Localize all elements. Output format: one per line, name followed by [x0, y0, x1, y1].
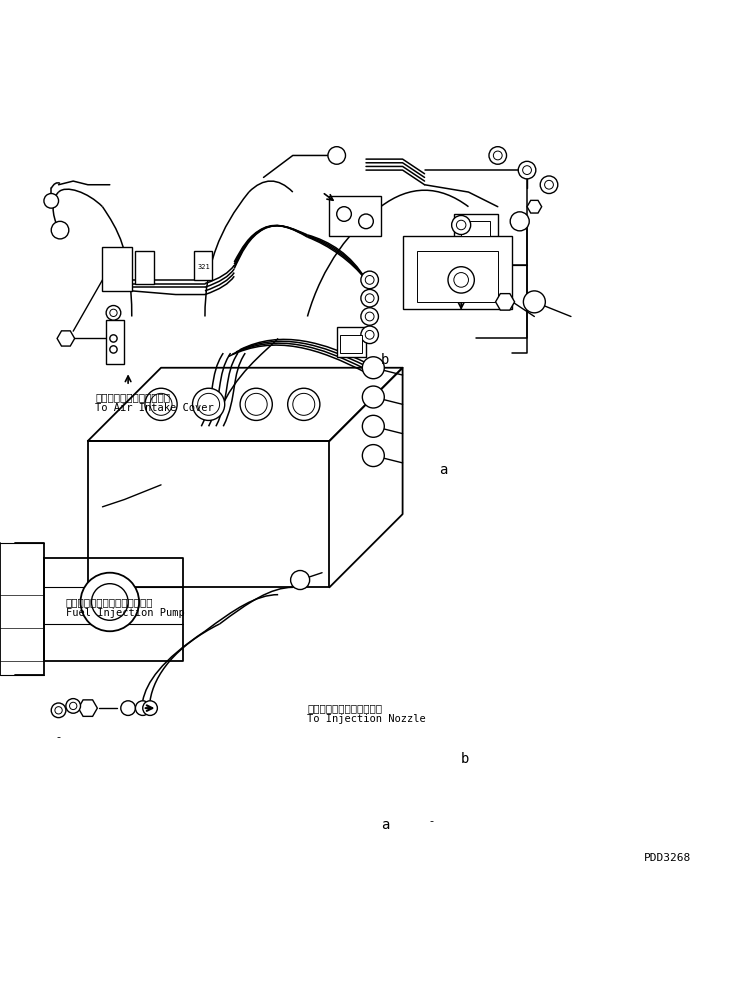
Circle shape — [328, 147, 346, 164]
Circle shape — [110, 335, 117, 342]
Bar — [102, 247, 132, 291]
Circle shape — [110, 309, 117, 317]
Circle shape — [55, 706, 62, 714]
Circle shape — [457, 220, 466, 230]
Circle shape — [362, 416, 384, 438]
Circle shape — [92, 583, 128, 620]
Circle shape — [361, 326, 378, 344]
Circle shape — [362, 445, 384, 467]
Text: フェルインジェクションポンプ: フェルインジェクションポンプ — [66, 597, 154, 607]
Text: PDD3268: PDD3268 — [644, 853, 692, 863]
Circle shape — [365, 276, 374, 285]
Circle shape — [454, 273, 468, 288]
Circle shape — [518, 161, 536, 179]
Circle shape — [523, 291, 545, 313]
Text: Fuel Injection Pump: Fuel Injection Pump — [66, 608, 184, 618]
Text: To Injection Nozzle: To Injection Nozzle — [307, 714, 426, 724]
Circle shape — [365, 312, 374, 321]
Bar — [106, 320, 124, 364]
Circle shape — [493, 151, 502, 160]
Circle shape — [337, 207, 351, 222]
Circle shape — [145, 389, 177, 421]
Circle shape — [106, 306, 121, 320]
Text: b: b — [381, 354, 389, 368]
Bar — [454, 214, 498, 244]
Text: b: b — [461, 752, 469, 766]
Circle shape — [362, 386, 384, 408]
Circle shape — [361, 290, 378, 307]
Circle shape — [288, 389, 320, 421]
Text: To Air Intake Cover: To Air Intake Cover — [95, 403, 214, 413]
Circle shape — [245, 394, 267, 416]
Circle shape — [361, 308, 378, 326]
Text: -: - — [56, 732, 61, 742]
Circle shape — [452, 216, 471, 235]
Circle shape — [110, 346, 117, 353]
Polygon shape — [57, 331, 75, 346]
Circle shape — [361, 271, 378, 289]
Text: a: a — [439, 464, 447, 478]
Circle shape — [51, 703, 66, 717]
Polygon shape — [527, 201, 542, 213]
Circle shape — [66, 698, 81, 713]
Bar — [337, 328, 366, 357]
Circle shape — [70, 702, 77, 709]
Circle shape — [362, 357, 384, 379]
Circle shape — [510, 212, 529, 231]
Circle shape — [448, 267, 474, 293]
Text: -: - — [430, 816, 434, 826]
Circle shape — [291, 570, 310, 589]
Text: インジェクションノズルヘ: インジェクションノズルヘ — [307, 703, 382, 713]
Circle shape — [143, 701, 157, 715]
Bar — [135, 251, 154, 284]
Text: エアーインテークカバーヘ: エアーインテークカバーヘ — [95, 392, 170, 402]
Circle shape — [135, 701, 150, 715]
Bar — [417, 251, 498, 302]
Circle shape — [240, 389, 272, 421]
Circle shape — [198, 394, 220, 416]
Circle shape — [489, 147, 507, 164]
Circle shape — [365, 331, 374, 340]
Circle shape — [121, 701, 135, 715]
Bar — [329, 196, 381, 236]
Bar — [340, 335, 362, 353]
Circle shape — [51, 222, 69, 239]
Circle shape — [293, 394, 315, 416]
Circle shape — [540, 176, 558, 194]
Text: 321: 321 — [198, 264, 210, 270]
Circle shape — [545, 181, 553, 189]
Circle shape — [365, 294, 374, 303]
Circle shape — [523, 166, 531, 175]
Circle shape — [193, 389, 225, 421]
Bar — [461, 222, 490, 236]
Polygon shape — [496, 294, 515, 310]
Circle shape — [81, 572, 139, 631]
Text: a: a — [381, 818, 389, 832]
Bar — [194, 251, 212, 280]
Bar — [403, 236, 512, 309]
Circle shape — [359, 214, 373, 229]
Circle shape — [150, 394, 172, 416]
Polygon shape — [78, 700, 97, 716]
Circle shape — [44, 194, 59, 208]
